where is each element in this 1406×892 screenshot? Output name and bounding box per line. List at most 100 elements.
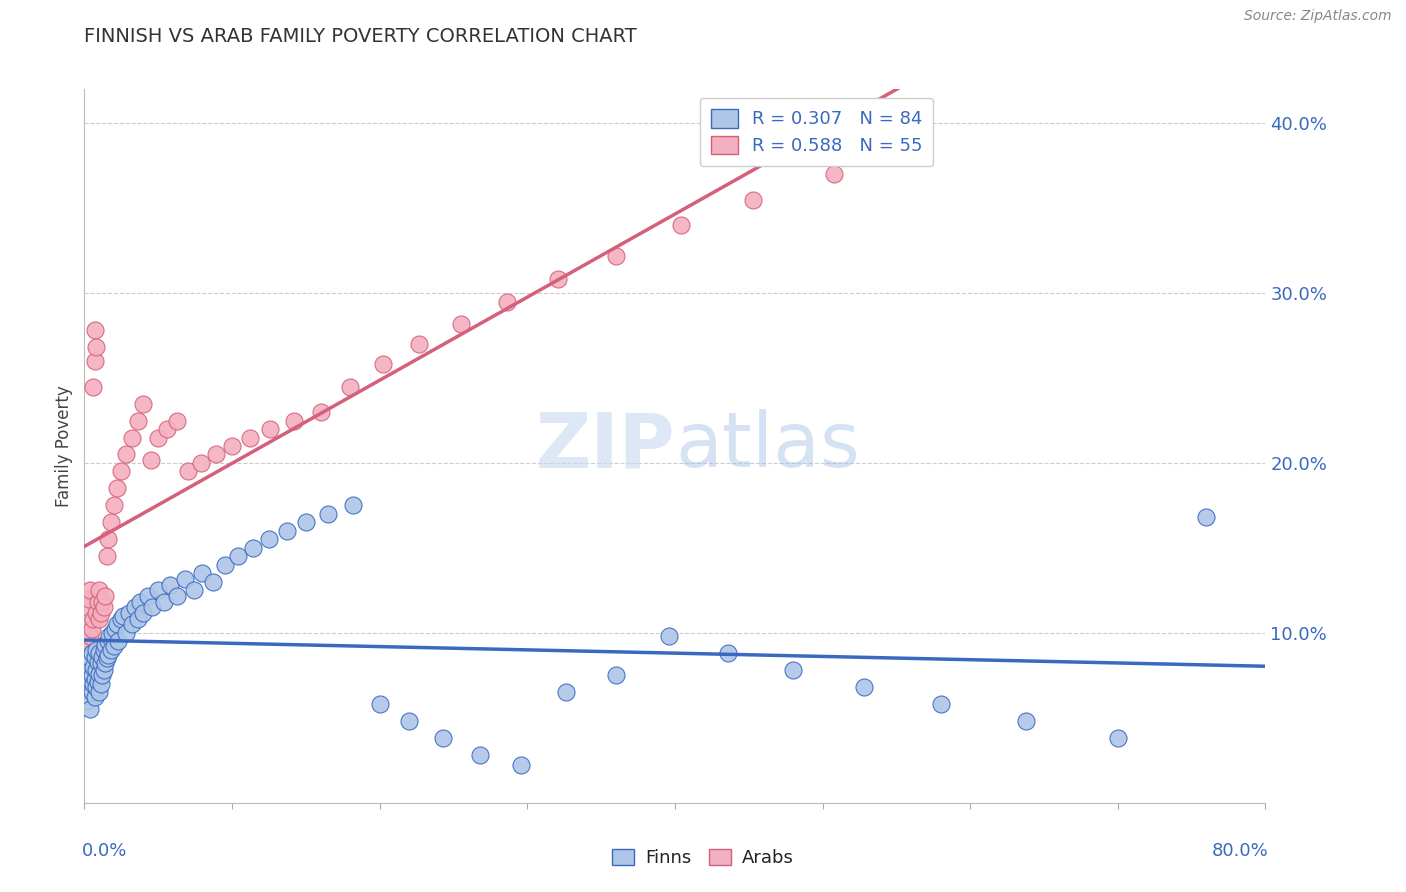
- Point: [316, 507, 339, 521]
- Point: [669, 218, 692, 232]
- Point: [450, 317, 472, 331]
- Point: [257, 533, 280, 547]
- Point: [80, 646, 103, 660]
- Point: [368, 698, 391, 712]
- Point: [87, 646, 111, 660]
- Point: [309, 405, 332, 419]
- Point: [103, 499, 125, 513]
- Point: [468, 748, 491, 763]
- Point: [79, 629, 101, 643]
- Point: [86, 655, 108, 669]
- Point: [93, 663, 115, 677]
- Point: [177, 465, 200, 479]
- Point: [1195, 510, 1218, 524]
- Point: [204, 448, 226, 462]
- Point: [80, 623, 103, 637]
- Point: [94, 638, 117, 652]
- Point: [554, 685, 576, 699]
- Legend: R = 0.307   N = 84, R = 0.588   N = 55: R = 0.307 N = 84, R = 0.588 N = 55: [700, 98, 934, 166]
- Point: [107, 634, 129, 648]
- Point: [83, 672, 105, 686]
- Point: [408, 337, 430, 351]
- Point: [105, 482, 128, 496]
- Text: atlas: atlas: [675, 409, 859, 483]
- Point: [100, 643, 122, 657]
- Point: [432, 731, 454, 746]
- Point: [183, 583, 205, 598]
- Point: [82, 612, 104, 626]
- Point: [91, 649, 114, 664]
- Point: [132, 606, 155, 620]
- Point: [114, 448, 136, 462]
- Point: [242, 541, 264, 555]
- Point: [84, 643, 107, 657]
- Point: [121, 430, 143, 444]
- Point: [283, 413, 305, 427]
- Point: [105, 617, 128, 632]
- Point: [77, 663, 100, 677]
- Point: [94, 657, 117, 671]
- Text: ZIP: ZIP: [536, 409, 675, 483]
- Point: [1107, 731, 1129, 746]
- Text: FINNISH VS ARAB FAMILY POVERTY CORRELATION CHART: FINNISH VS ARAB FAMILY POVERTY CORRELATI…: [84, 27, 637, 45]
- Point: [76, 694, 98, 708]
- Point: [76, 646, 98, 660]
- Point: [82, 379, 104, 393]
- Point: [86, 675, 108, 690]
- Point: [398, 714, 420, 729]
- Point: [84, 341, 107, 355]
- Point: [90, 657, 112, 671]
- Point: [110, 465, 132, 479]
- Point: [156, 422, 179, 436]
- Point: [717, 646, 740, 660]
- Point: [127, 612, 149, 626]
- Point: [214, 558, 236, 572]
- Point: [87, 685, 111, 699]
- Point: [124, 600, 146, 615]
- Point: [84, 663, 107, 677]
- Point: [80, 668, 103, 682]
- Point: [110, 612, 132, 626]
- Point: [371, 358, 394, 372]
- Point: [127, 413, 149, 427]
- Point: [782, 663, 804, 677]
- Point: [191, 566, 214, 581]
- Point: [114, 626, 136, 640]
- Point: [226, 549, 249, 564]
- Point: [121, 617, 143, 632]
- Point: [166, 413, 188, 427]
- Point: [111, 608, 134, 623]
- Point: [136, 589, 159, 603]
- Point: [148, 583, 170, 598]
- Point: [93, 643, 115, 657]
- Point: [166, 589, 188, 603]
- Point: [97, 634, 120, 648]
- Point: [79, 702, 101, 716]
- Point: [153, 595, 176, 609]
- Point: [547, 272, 569, 286]
- Point: [98, 629, 121, 643]
- Point: [97, 533, 120, 547]
- Point: [90, 677, 112, 691]
- Point: [148, 430, 170, 444]
- Point: [276, 524, 298, 538]
- Point: [201, 574, 224, 589]
- Point: [83, 323, 105, 337]
- Point: [159, 578, 181, 592]
- Point: [605, 249, 627, 263]
- Point: [118, 606, 141, 620]
- Point: [96, 651, 118, 665]
- Point: [129, 595, 152, 609]
- Point: [76, 657, 98, 671]
- Point: [79, 583, 101, 598]
- Point: [87, 583, 111, 598]
- Point: [80, 685, 103, 699]
- Point: [339, 379, 361, 393]
- Point: [93, 600, 115, 615]
- Point: [132, 396, 155, 410]
- Point: [97, 648, 120, 662]
- Point: [852, 680, 875, 694]
- Point: [91, 668, 114, 682]
- Point: [77, 680, 100, 694]
- Point: [1015, 714, 1038, 729]
